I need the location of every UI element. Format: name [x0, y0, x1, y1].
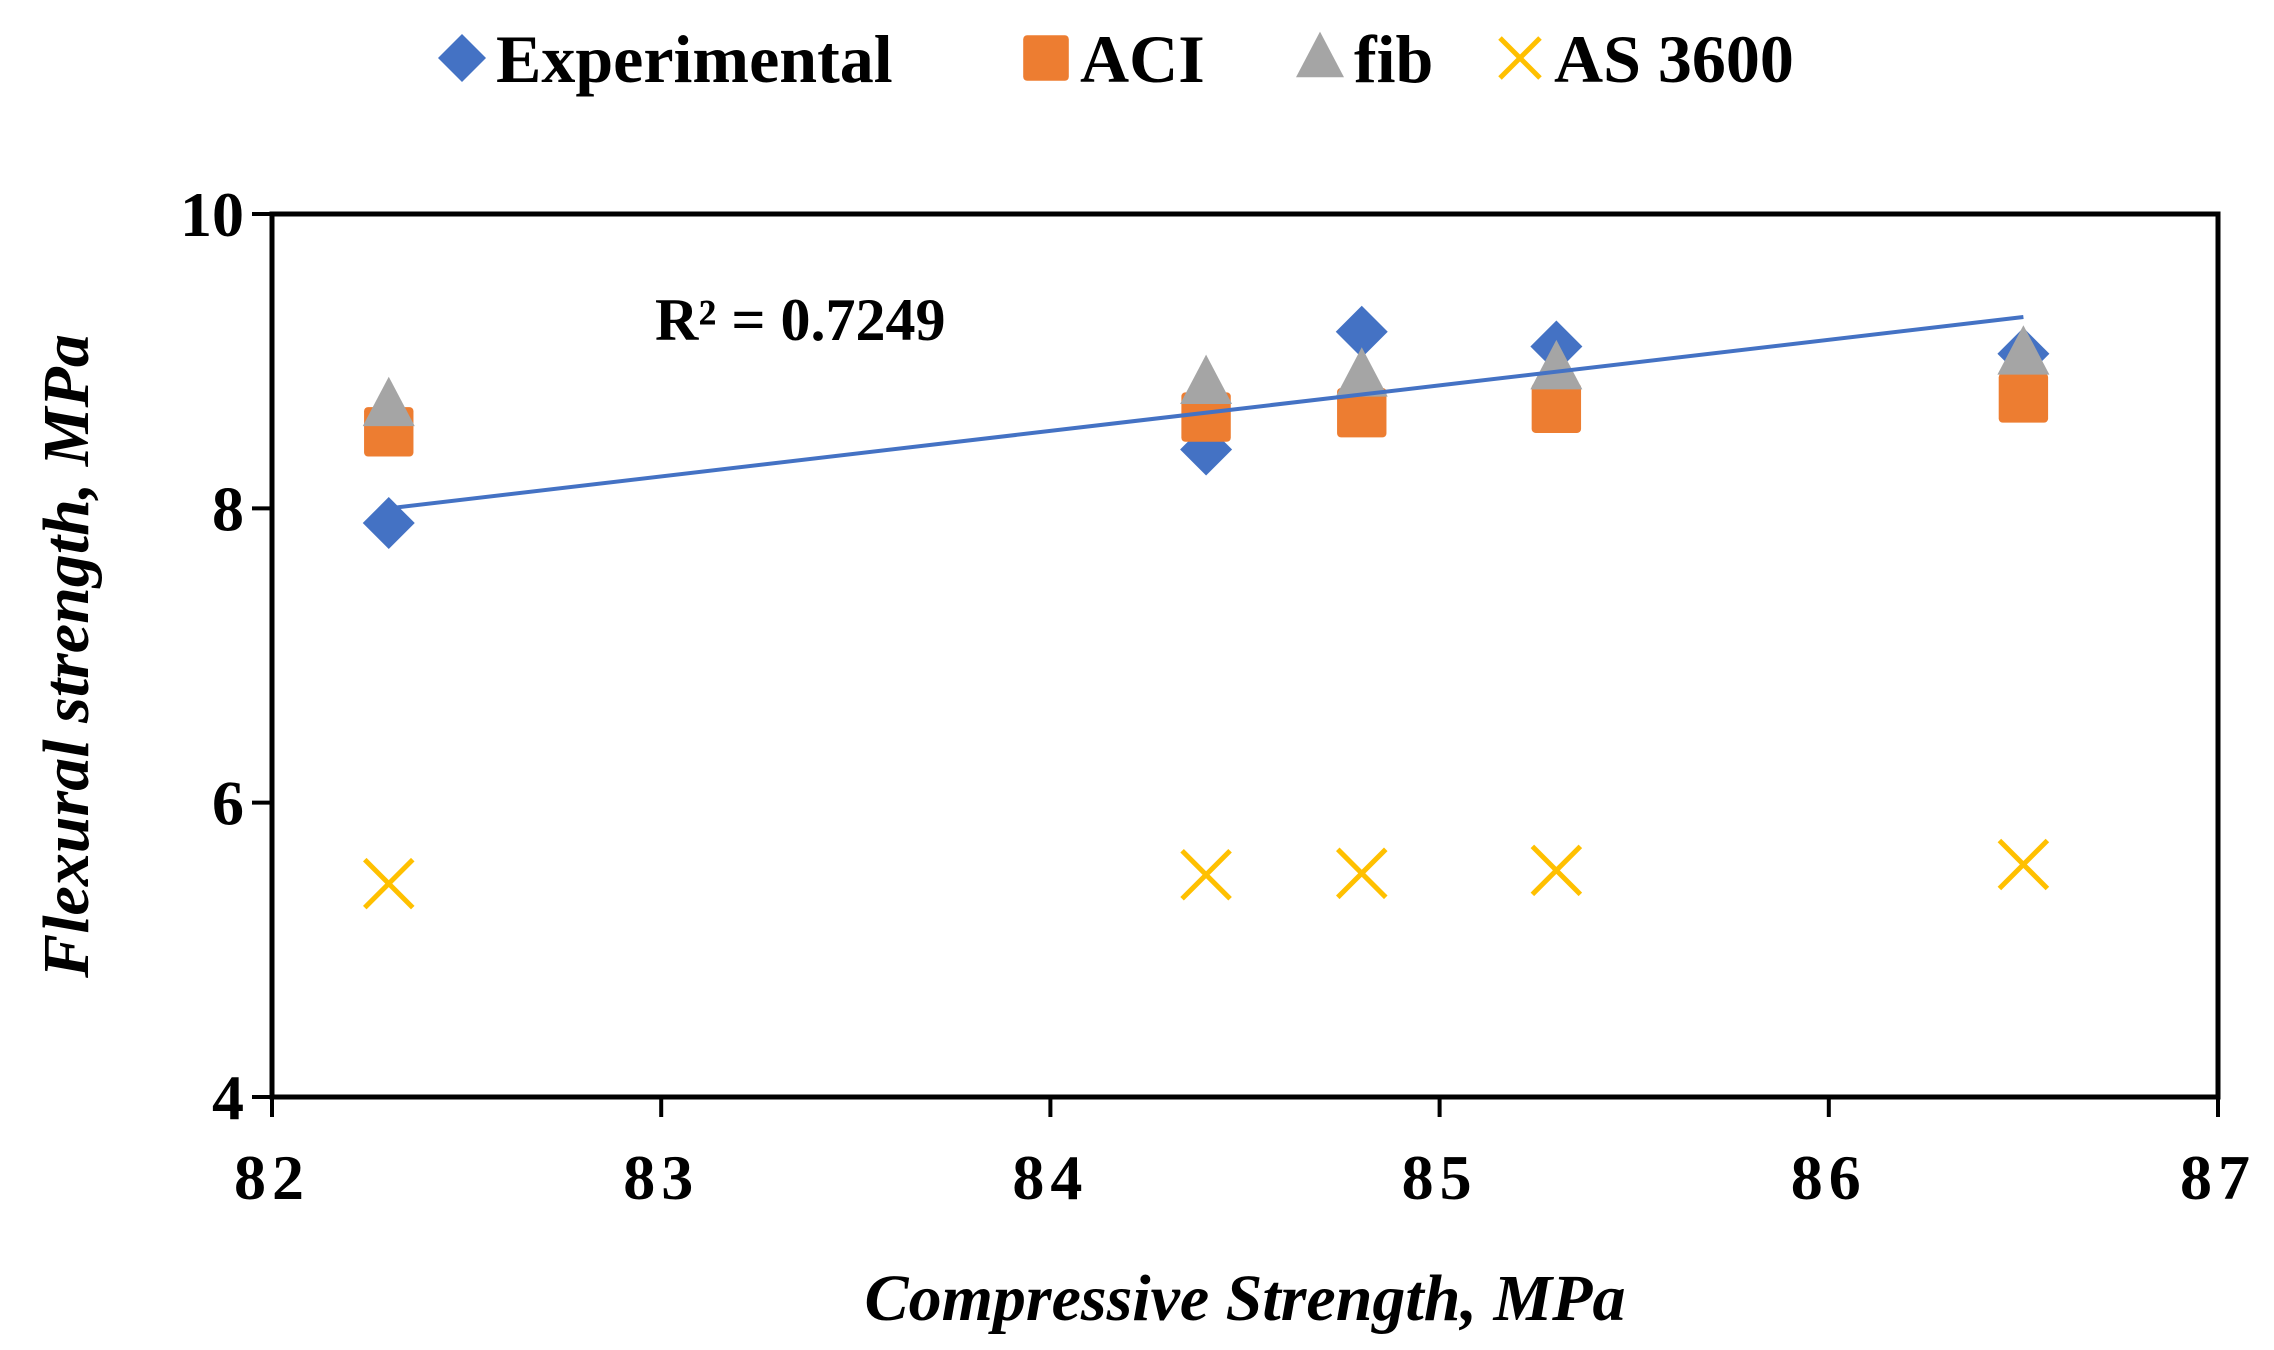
point-as-3600-3-stroke-b: [1335, 847, 1388, 900]
legend: Experimental ACI fib AS 3600: [438, 21, 1794, 97]
point-aci-5: [1998, 373, 2049, 423]
point-fib-5: [1997, 325, 2050, 375]
legend-marker-experimental: [438, 34, 486, 82]
point-as-3600-1-stroke-b: [362, 857, 415, 910]
point-experimental-3: [1335, 305, 1388, 358]
data-points: [362, 305, 2050, 910]
point-fib-4: [1530, 339, 1583, 390]
x-tick-label-86: 86: [1791, 1142, 1867, 1213]
legend-marker-as-3600: [1498, 36, 1542, 80]
y-tick-label-10: 10: [180, 179, 244, 250]
x-axis-title: Compressive Strength, MPa: [865, 1262, 1626, 1335]
y-axis: 4 6 8 10: [180, 179, 272, 1133]
point-aci-3: [1337, 387, 1387, 438]
trendline-experimental: [388, 315, 2024, 511]
point-as-3600-1: [362, 857, 415, 910]
x-tick-label-84: 84: [1012, 1142, 1088, 1213]
r-squared-annotation: R² = 0.7249: [655, 287, 946, 353]
point-aci-4: [1531, 383, 1582, 433]
point-aci-2: [1181, 392, 1231, 442]
point-as-3600-5: [1997, 838, 2050, 891]
point-as-3600-5-stroke-b: [1997, 838, 2050, 891]
y-tick-label-6: 6: [212, 768, 244, 839]
point-as-3600-3: [1335, 847, 1388, 900]
point-fib-2: [1180, 354, 1233, 405]
legend-label-experimental: Experimental: [496, 21, 893, 97]
x-tick-label-82: 82: [234, 1142, 310, 1213]
point-as-3600-2-stroke-b: [1180, 849, 1232, 901]
x-tick-label-83: 83: [623, 1142, 699, 1213]
y-tick-label-8: 8: [212, 473, 244, 544]
point-fib-3: [1335, 347, 1388, 397]
trendline-group: [388, 315, 2024, 511]
legend-marker-as-3600-stroke-b: [1498, 36, 1542, 80]
legend-marker-fib: [1296, 31, 1344, 78]
y-tick-label-4: 4: [212, 1062, 244, 1133]
plot-area-frame: [269, 211, 2221, 1100]
point-fib-1: [362, 376, 415, 427]
legend-marker-aci: [1023, 35, 1069, 81]
legend-label-fib: fib: [1354, 21, 1433, 97]
point-as-3600-4: [1530, 844, 1583, 897]
y-axis-title: Flexural strength, MPa: [30, 334, 103, 979]
x-tick-label-87: 87: [2180, 1142, 2256, 1213]
x-tick-label-85: 85: [1402, 1142, 1478, 1213]
x-axis: 82 83 84 85 86 87: [234, 1097, 2256, 1213]
point-experimental-1: [362, 497, 415, 550]
legend-label-aci: ACI: [1080, 21, 1205, 97]
point-as-3600-2: [1180, 849, 1232, 901]
point-as-3600-4-stroke-b: [1530, 844, 1583, 897]
legend-label-as-3600: AS 3600: [1554, 21, 1794, 97]
